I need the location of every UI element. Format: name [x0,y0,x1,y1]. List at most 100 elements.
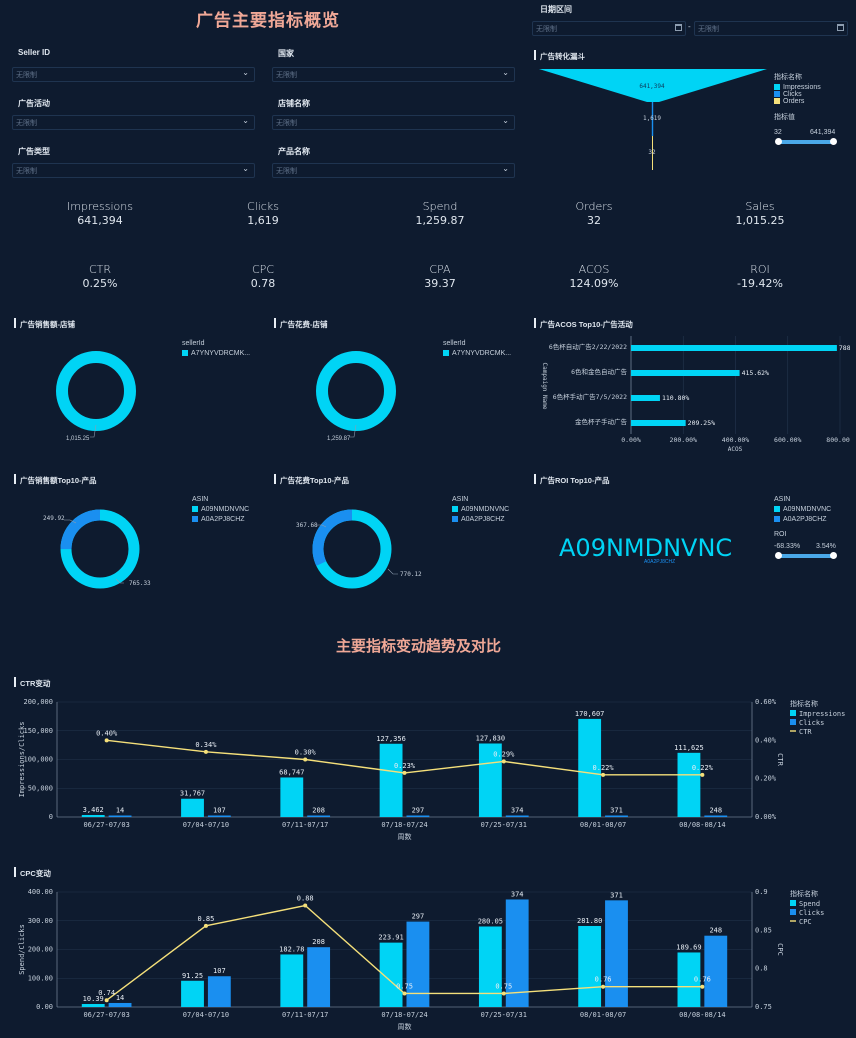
bar-impressions[interactable] [379,743,403,817]
bar-clicks[interactable] [505,815,529,818]
donut-segment[interactable] [316,351,396,431]
date-end-input[interactable]: 无限制 [694,21,848,36]
roi-range-slider[interactable] [778,554,834,558]
bar-impressions[interactable] [181,798,204,817]
filter-select[interactable]: 无限制 ⌄ [12,67,255,82]
bar-clicks[interactable] [704,935,728,1007]
bar-spend[interactable] [478,926,502,1007]
acos-bar[interactable] [631,420,686,426]
legend-swatch[interactable] [790,719,796,725]
line-point[interactable] [601,984,606,989]
bar-impressions[interactable] [81,815,105,817]
y-tick-label: 200.00 [28,946,53,954]
legend-item[interactable]: Impressions [799,710,845,718]
line-point[interactable] [303,903,308,908]
legend-item-clicks[interactable]: Clicks [774,91,821,98]
bar-impressions[interactable] [280,777,304,817]
line-point[interactable] [104,738,109,743]
acos-bar[interactable] [631,345,837,351]
legend-item[interactable]: Spend [799,900,820,908]
legend-swatch[interactable] [790,909,796,915]
slider-handle-max[interactable] [830,138,837,145]
bar-clicks[interactable] [307,947,331,1007]
bar-clicks[interactable] [108,815,132,818]
bar-spend[interactable] [181,980,204,1007]
bar-clicks[interactable] [307,815,331,818]
y-tick-label: 0.00 [36,1003,53,1011]
legend-item-asin-2[interactable]: A0A2PJ8CHZ [774,516,827,523]
acos-bar[interactable] [631,395,660,401]
line-point[interactable] [402,991,407,996]
filter-select[interactable]: 无限制 ⌄ [12,115,255,130]
line-point[interactable] [700,772,705,777]
line-point[interactable] [700,984,705,989]
legend-swatch[interactable] [790,900,796,906]
legend-item[interactable]: CPC [799,918,812,926]
bar-clicks[interactable] [406,921,430,1007]
donut-segment[interactable] [56,351,136,431]
line-point[interactable] [501,991,506,996]
bar-impressions[interactable] [578,718,602,817]
date-start-input[interactable]: 无限制 [532,21,686,36]
line-point[interactable] [104,998,109,1003]
bar-clicks[interactable] [605,815,628,818]
bar-impressions[interactable] [677,752,701,817]
bar-clicks[interactable] [505,899,529,1007]
filter-select[interactable]: 无限制 ⌄ [272,115,515,130]
legend-item[interactable]: Clicks [799,719,824,727]
line-point[interactable] [203,749,208,754]
legend-item-seller[interactable]: A7YNYVDRCMK... [182,350,250,357]
y2-tick-label: 0.9 [755,888,768,896]
kpi-label: Spend [422,200,458,213]
kpi-label: CPC [252,263,274,276]
legend-item-asin-2[interactable]: A0A2PJ8CHZ [192,516,245,523]
donut-segment-asin-2[interactable] [312,509,392,589]
legend-item-asin-1[interactable]: A09NMDNVNC [774,506,831,513]
x-axis-label: 周数 [398,832,412,841]
donut-segment-asin-2[interactable] [60,509,140,589]
bar-clicks[interactable] [704,815,728,818]
bar-spend[interactable] [81,1004,105,1007]
legend-swatch[interactable] [790,710,796,716]
line-point[interactable] [303,757,308,762]
bar-spend[interactable] [578,925,602,1007]
bar-spend[interactable] [677,952,701,1007]
bar-clicks[interactable] [406,815,430,818]
bar-clicks[interactable] [207,815,231,818]
line-data-label: 0.22% [692,764,714,772]
y-tick-label: 6色杯手动广告7/5/2022 [553,392,627,401]
slider-handle-min[interactable] [775,138,782,145]
line-point[interactable] [601,772,606,777]
slider-handle-max[interactable] [830,552,837,559]
legend-item-asin-1[interactable]: A09NMDNVNC [452,506,509,513]
legend-item-asin-2[interactable]: A0A2PJ8CHZ [452,516,505,523]
legend-item-seller[interactable]: A7YNYVDRCMK... [443,350,511,357]
filter-select[interactable]: 无限制 ⌄ [12,163,255,178]
filter-select[interactable]: 无限制 ⌄ [272,163,515,178]
line-data-label: 0.75 [396,982,413,990]
bar-spend[interactable] [379,942,403,1007]
bar-spend[interactable] [280,954,304,1007]
bar-clicks[interactable] [207,976,231,1007]
roi-wordcloud-secondary[interactable]: A0A2PJ8CHZ [644,559,676,565]
funnel-range-max: 641,394 [810,129,836,136]
legend-item[interactable]: Clicks [799,909,824,917]
legend-item[interactable]: CTR [799,728,812,736]
kpi-label: ROI [750,263,770,276]
legend-item-impressions[interactable]: Impressions [774,84,821,91]
funnel-impressions[interactable] [539,69,767,102]
line-point[interactable] [402,770,407,775]
slider-handle-min[interactable] [775,552,782,559]
bar-clicks[interactable] [108,1002,132,1007]
legend-item-orders[interactable]: Orders [774,98,821,105]
roi-wordcloud-main[interactable]: A09NMDNVNC [559,534,733,562]
line-data-label: 0.74 [98,989,115,997]
line-point[interactable] [501,759,506,764]
filter-select[interactable]: 无限制 ⌄ [272,67,515,82]
acos-bar[interactable] [631,370,740,376]
y-tick-label: 150,000 [23,727,53,735]
legend-item-asin-1[interactable]: A09NMDNVNC [192,506,249,513]
bar-clicks[interactable] [605,900,628,1007]
funnel-range-slider[interactable] [778,140,834,144]
line-point[interactable] [203,923,208,928]
